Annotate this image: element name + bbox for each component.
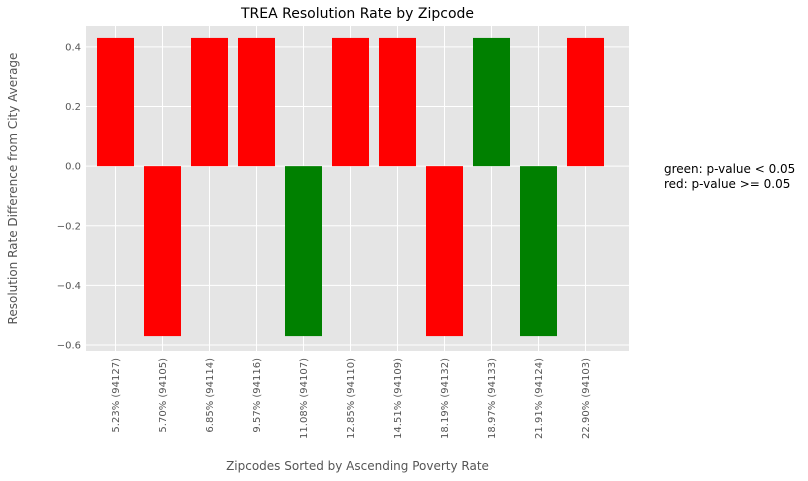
y-tick-label: 0.0 (65, 162, 81, 173)
bar (567, 37, 604, 167)
annotation-green-note: green: p-value < 0.05 (664, 162, 795, 176)
x-tick-label: 12.85% (94110) (346, 358, 357, 439)
x-tick-label: 6.85% (94114) (205, 358, 216, 433)
x-tick-labels: 5.23% (94127) 5.70% (94105) 6.85% (94114) 9… (111, 358, 592, 439)
y-tick-label: 0.2 (65, 102, 81, 113)
x-tick-label: 9.57% (94116) (252, 358, 263, 433)
x-tick-label: 18.19% (94132) (440, 358, 451, 439)
y-tick-labels: −0.6 −0.4 −0.2 0.0 0.2 0.4 (57, 42, 81, 351)
bars (97, 37, 604, 337)
x-tick-label: 18.97% (94133) (487, 358, 498, 439)
bar (191, 37, 228, 167)
bar (473, 37, 510, 167)
x-tick-label: 21.91% (94124) (534, 358, 545, 439)
bar (285, 166, 322, 337)
bar (332, 37, 369, 167)
bar (426, 166, 463, 337)
chart-title: TREA Resolution Rate by Zipcode (240, 6, 474, 22)
bar (379, 37, 416, 167)
annotation-red-note: red: p-value >= 0.05 (664, 177, 790, 191)
bar (144, 166, 181, 337)
y-tick-label: 0.4 (65, 42, 81, 53)
y-tick-label: −0.6 (57, 341, 81, 352)
x-tick-label: 14.51% (94109) (393, 358, 404, 439)
y-tick-label: −0.4 (57, 281, 81, 292)
x-axis-label: Zipcodes Sorted by Ascending Poverty Rat… (226, 459, 489, 473)
bar (97, 37, 134, 167)
bar (520, 166, 557, 337)
bar (238, 37, 275, 167)
x-tick-label: 22.90% (94103) (581, 358, 592, 439)
y-axis-label: Resolution Rate Difference from City Ave… (6, 53, 20, 325)
x-tick-label: 5.70% (94105) (158, 358, 169, 433)
x-tick-label: 11.08% (94107) (299, 358, 310, 439)
y-tick-label: −0.2 (57, 221, 81, 232)
x-tick-label: 5.23% (94127) (111, 358, 122, 433)
